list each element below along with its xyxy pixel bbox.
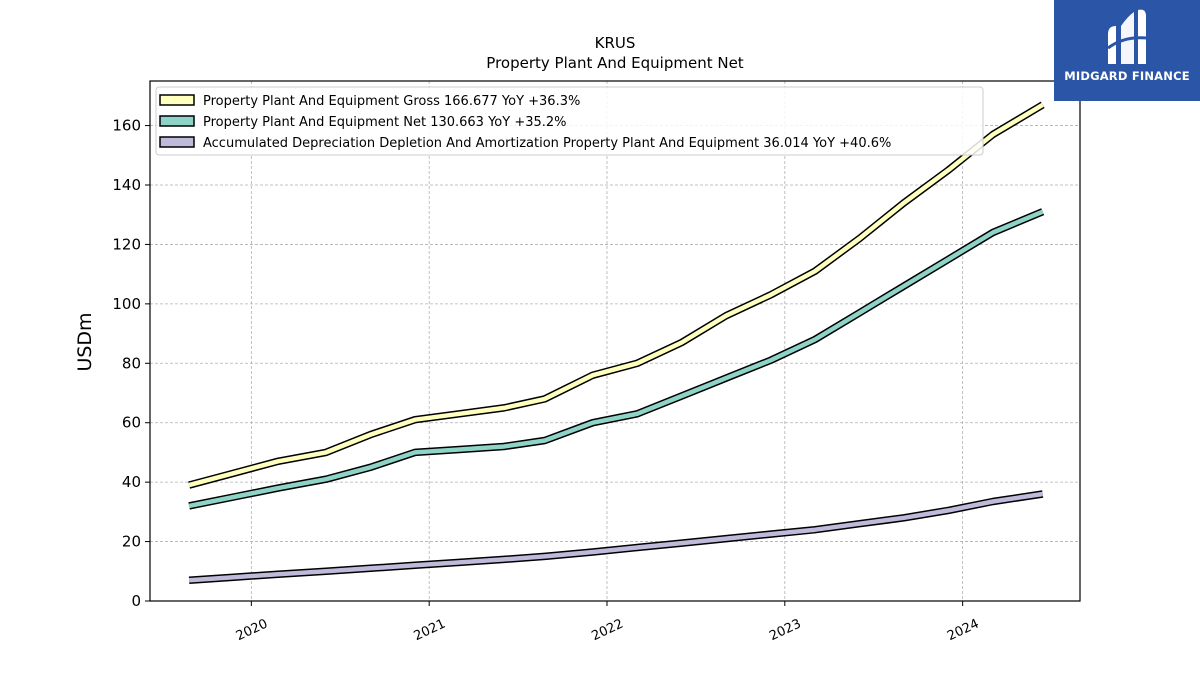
legend-swatch <box>159 136 195 148</box>
y-tick-label: 120 <box>112 235 141 253</box>
series-line <box>188 102 1044 488</box>
brand-logo: MIDGARD FINANCE <box>1054 0 1200 101</box>
x-tick-label: 2023 <box>767 617 803 645</box>
legend: Property Plant And Equipment Gross 166.6… <box>155 86 984 156</box>
series-1 <box>188 101 1045 489</box>
plot-frame <box>149 80 1081 602</box>
brand-name: MIDGARD FINANCE <box>1064 69 1190 83</box>
chart-title: KRUS <box>595 34 636 52</box>
legend-swatch <box>159 94 195 106</box>
series-layer <box>188 101 1045 584</box>
legend-label: Accumulated Depreciation Depletion And A… <box>203 136 891 151</box>
series-line-outline <box>188 101 1045 489</box>
x-tick-label: 2024 <box>945 617 981 645</box>
x-tick-label: 2020 <box>234 617 270 645</box>
y-tick-label: 100 <box>112 295 141 313</box>
series-line <box>188 209 1044 509</box>
y-tick-label: 140 <box>112 176 141 194</box>
y-axis-label: USDm <box>74 312 96 371</box>
x-tick-label: 2022 <box>589 617 625 645</box>
series-3 <box>188 490 1044 584</box>
y-tick-label: 60 <box>122 414 141 432</box>
chart-subtitle: Property Plant And Equipment Net <box>486 54 743 72</box>
series-line <box>188 491 1044 583</box>
y-tick-label: 40 <box>122 473 141 491</box>
x-tick-label: 2021 <box>412 617 448 645</box>
legend-box <box>155 86 984 156</box>
brand-mark-icon <box>1107 9 1147 65</box>
legend-swatch <box>159 115 195 127</box>
x-axis: 2020 2021 2022 2023 2024 <box>234 601 981 645</box>
y-tick-label: 20 <box>122 533 141 551</box>
series-line-outline <box>188 490 1044 584</box>
grid <box>150 81 1080 602</box>
series-2 <box>188 208 1045 510</box>
legend-label: Property Plant And Equipment Gross 166.6… <box>203 94 580 109</box>
y-tick-label: 160 <box>112 117 141 135</box>
y-axis: 0 20 40 60 80 100 120 140 160 <box>112 117 150 610</box>
y-tick-label: 80 <box>122 354 141 372</box>
legend-label: Property Plant And Equipment Net 130.663… <box>203 115 567 130</box>
series-line-outline <box>188 208 1045 510</box>
y-tick-label: 0 <box>131 592 141 610</box>
